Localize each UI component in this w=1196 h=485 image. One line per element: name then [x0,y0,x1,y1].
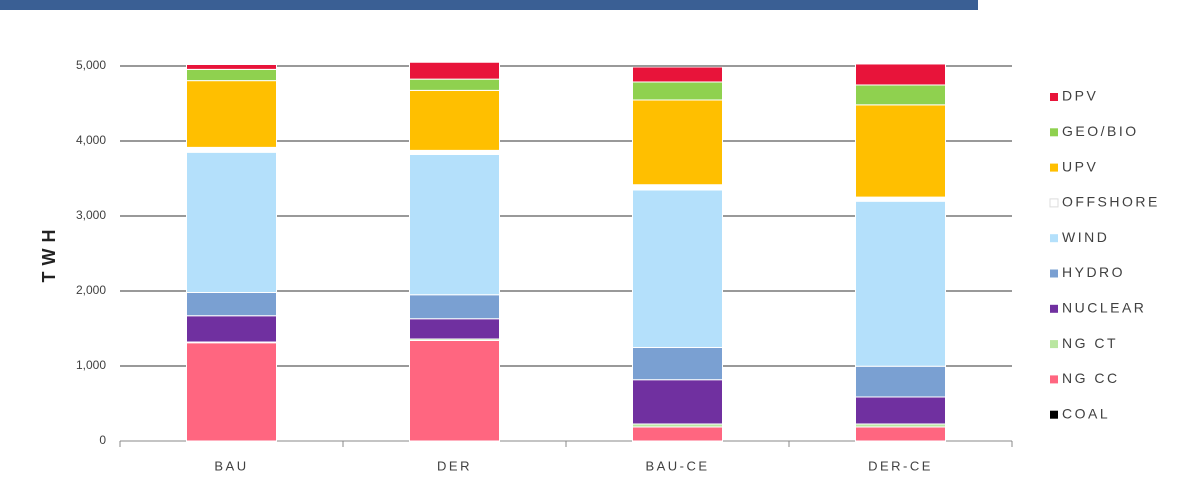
legend-label: HYDRO [1062,264,1125,280]
legend-swatch [1050,304,1058,313]
bar-segment [855,63,946,86]
top-banner [0,0,978,10]
legend-swatch [1050,93,1058,101]
bar-segment [186,146,277,153]
legend-label: DPV [1062,88,1098,104]
bar-segment [855,84,946,106]
legend-label: NG CT [1062,335,1118,351]
bar-segment [632,81,723,101]
legend-swatch [1050,163,1058,172]
bar-segment [855,196,946,202]
legend-label: NG CC [1062,370,1120,386]
bar-segment [186,315,277,343]
legend-label: COAL [1062,405,1110,421]
bar-segment [855,396,946,425]
bar-segment [632,189,723,348]
bar-segment [186,151,277,293]
bar-segment [855,104,946,198]
y-tick-label: 2,000 [76,283,106,297]
bar-segment [855,426,946,442]
legend-swatch [1049,198,1059,208]
legend-label: OFFSHORE [1062,194,1160,210]
x-tick-label: BAU [214,458,248,473]
legend-swatch [1050,234,1058,243]
legend-swatch [1050,128,1058,137]
legend-label: UPV [1062,158,1098,174]
bar-segment [409,78,500,91]
bar-segment [409,340,500,442]
legend-swatch [1050,269,1058,278]
legend-label: WIND [1062,229,1109,245]
bar-segment [186,64,277,70]
bar-segment [855,365,946,398]
x-tick-label: DER [437,458,472,473]
bar-segment [409,89,500,151]
bar-segment [632,426,723,442]
y-axis-label: TWH [39,224,59,283]
bar-segment [409,294,500,320]
bar-segment [409,149,500,155]
bar-segment [855,200,946,367]
y-tick-label: 0 [99,433,106,447]
bar-segment [186,68,277,82]
bar-segment [632,99,723,186]
bar-segment [186,292,277,317]
y-tick-label: 1,000 [76,358,106,372]
legend-swatch [1050,375,1058,384]
bar-segment [186,342,277,442]
bar-segment [409,154,500,296]
x-tick-label: BAU-CE [645,458,709,473]
legend-label: NUCLEAR [1062,300,1146,316]
bar-segment [409,318,500,340]
bar-segment [632,66,723,83]
bar-segment [186,80,277,148]
bar-segment [409,61,500,80]
x-tick-label: DER-CE [868,458,933,473]
legend-swatch [1050,340,1058,349]
bar-segment [632,346,723,381]
y-tick-label: 4,000 [76,133,106,147]
bar-segment [632,379,723,425]
legend-swatch [1050,410,1058,419]
y-tick-label: 5,000 [76,58,106,72]
bar-segment [632,184,723,191]
y-tick-label: 3,000 [76,208,106,222]
legend-label: GEO/BIO [1062,123,1139,139]
